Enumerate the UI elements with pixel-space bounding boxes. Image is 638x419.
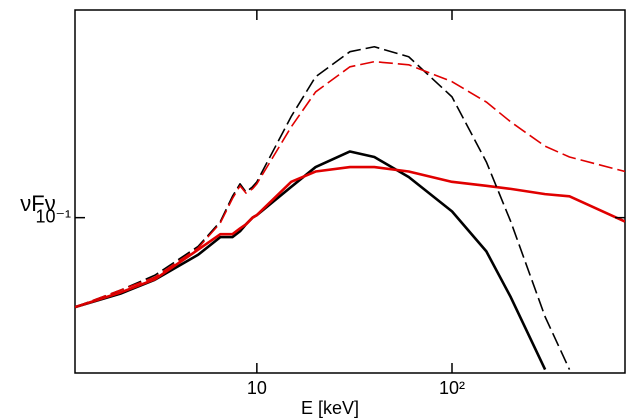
plot-frame bbox=[74, 9, 626, 374]
x-axis-label: E [keV] bbox=[301, 398, 359, 418]
x-tick-label: 10² bbox=[439, 378, 465, 398]
series-line bbox=[75, 60, 625, 308]
x-tick-label: 10 bbox=[247, 378, 267, 398]
y-axis-label: νFν bbox=[20, 191, 55, 216]
series-line bbox=[75, 45, 571, 370]
lines bbox=[75, 45, 625, 371]
series-line bbox=[75, 165, 625, 309]
y-tick-label: 10⁻¹ bbox=[35, 206, 71, 226]
